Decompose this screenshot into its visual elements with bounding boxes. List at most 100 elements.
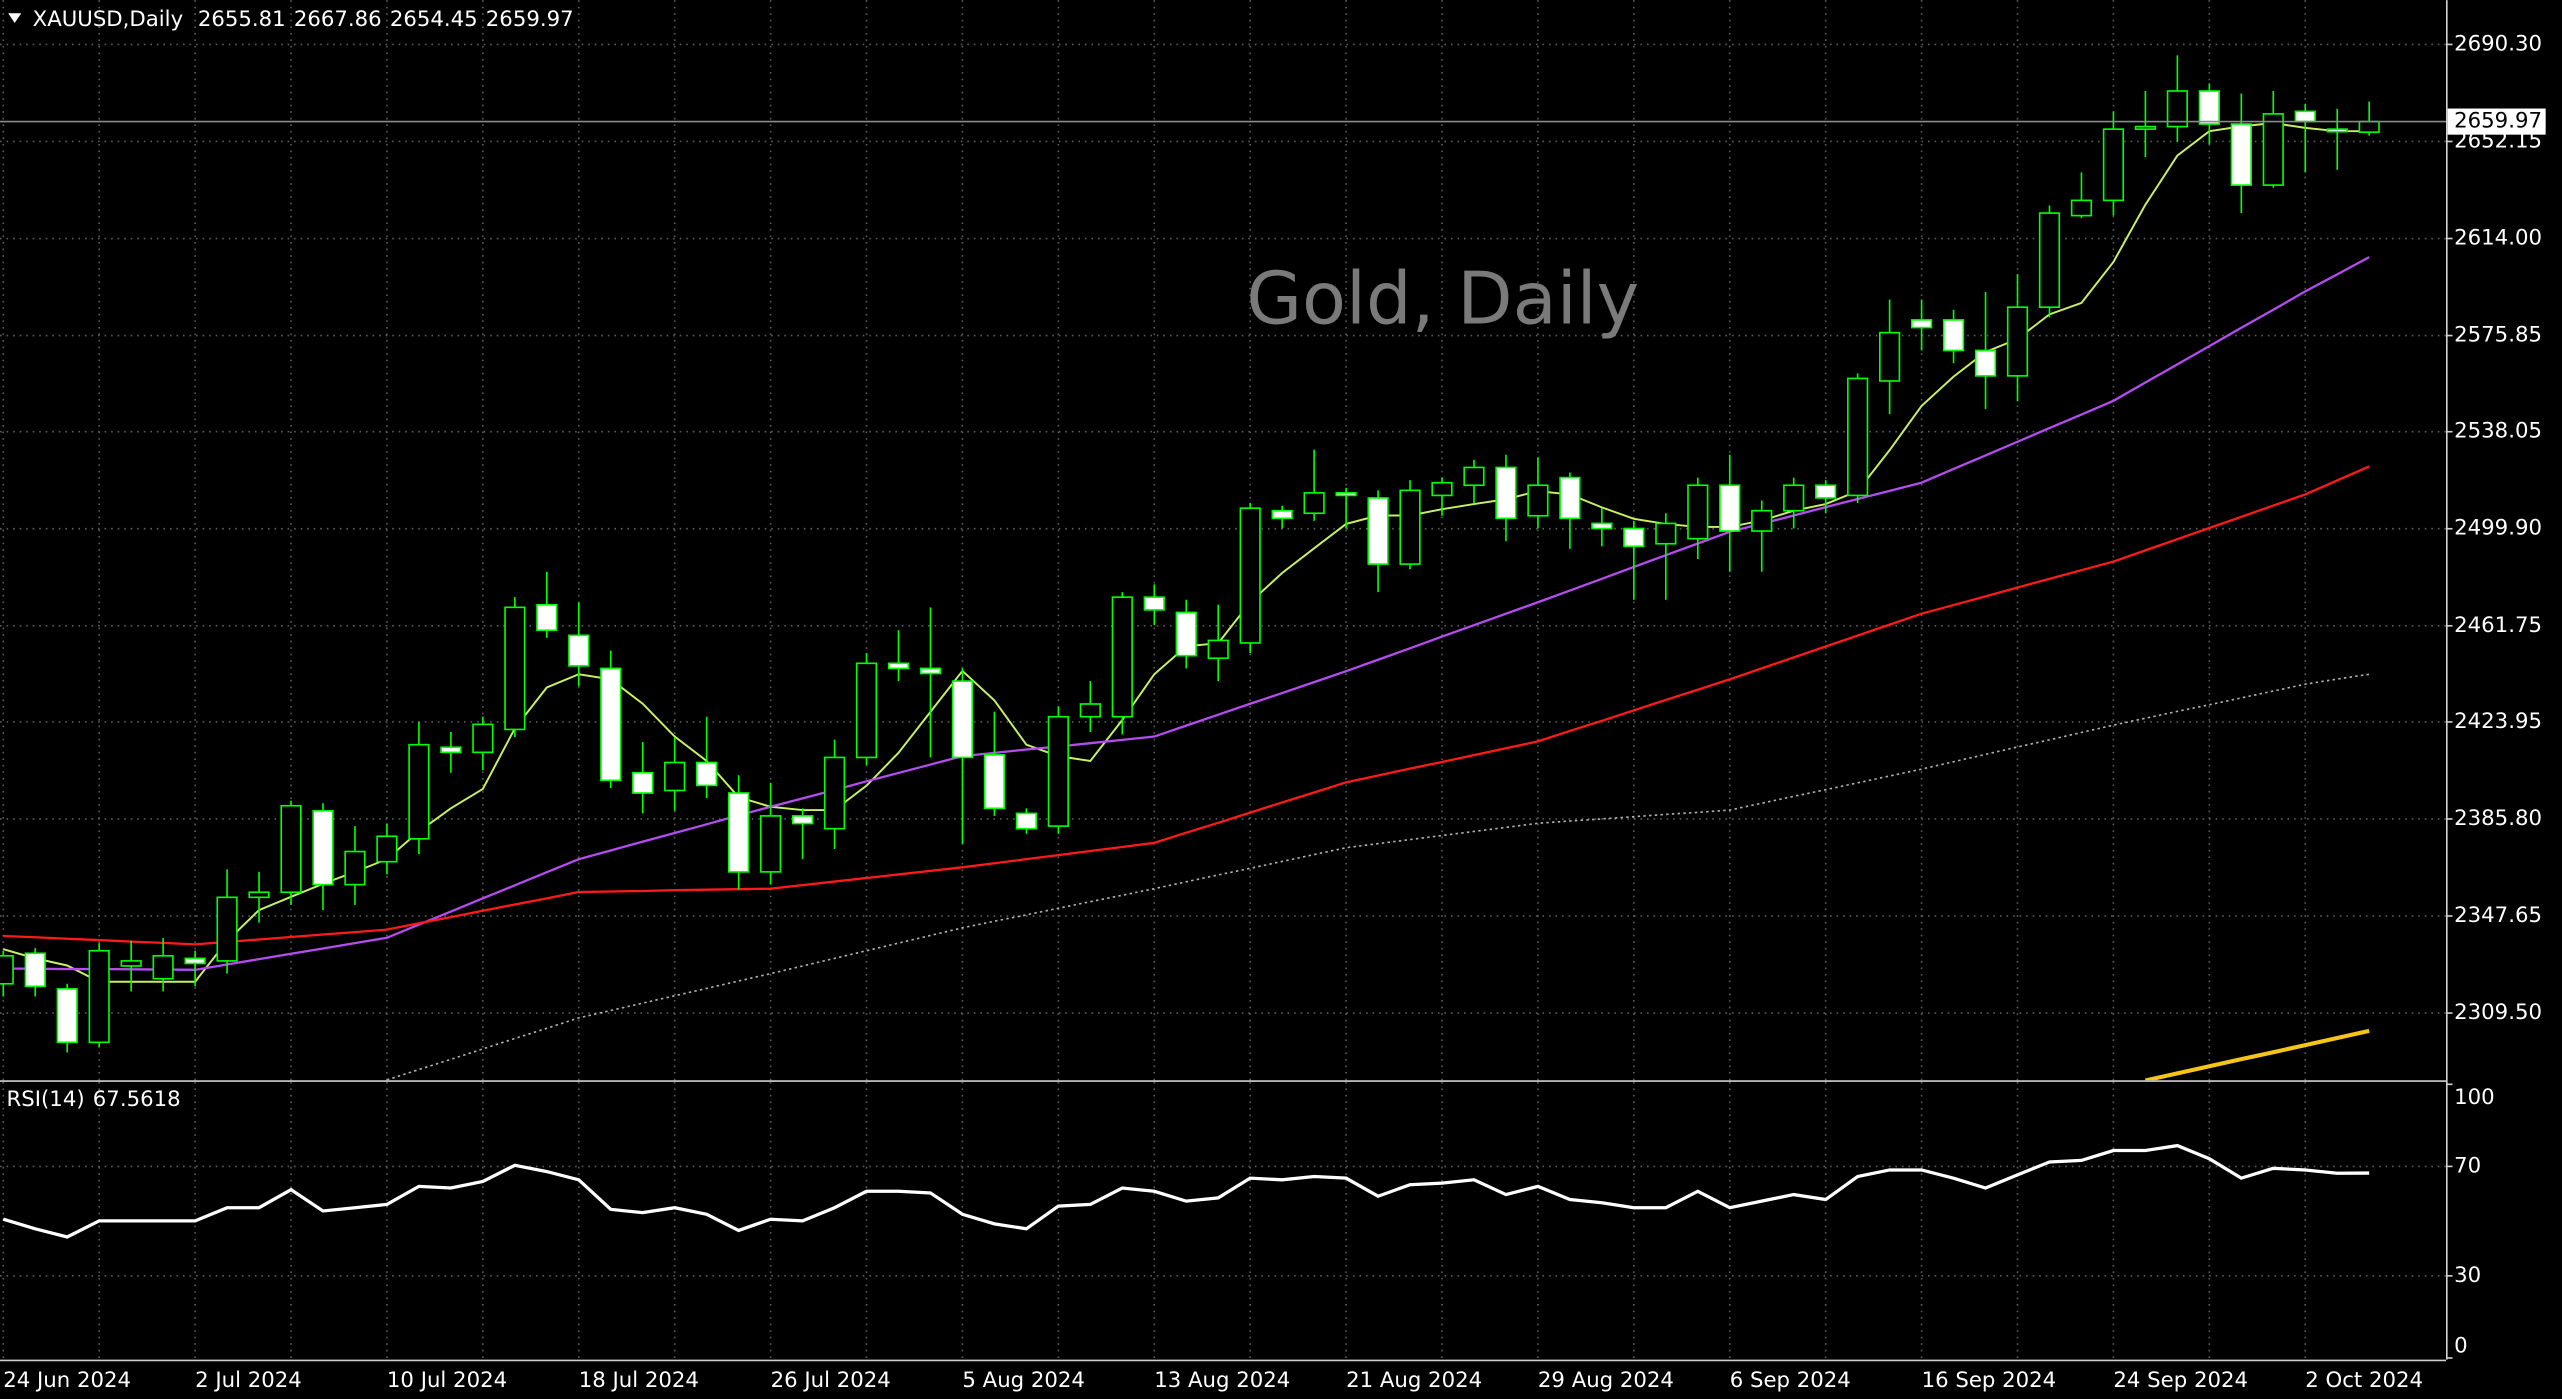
candle-body (1143, 596, 1165, 611)
x-tick-label: 21 Aug 2024 (1346, 1368, 1482, 1393)
candle-body (759, 815, 782, 873)
candle-body (983, 754, 1006, 810)
candle-body (120, 960, 142, 967)
y-tick-label: 2309.50 (2454, 1000, 2542, 1025)
x-tick-label: 6 Sep 2024 (1730, 1368, 1851, 1393)
candle-body (728, 792, 750, 873)
y-tick-label: 2538.05 (2454, 419, 2542, 444)
y-tick-label: 2614.00 (2454, 226, 2542, 251)
y-tick-label: 2499.90 (2454, 516, 2542, 541)
candle-body (1974, 349, 1997, 377)
candle-body (344, 850, 366, 886)
candle-body (632, 771, 654, 794)
candle-body (1303, 492, 1325, 515)
price-tag: 2659.97 (2454, 109, 2542, 134)
candle-body (1847, 377, 1869, 497)
x-tick-label: 24 Jun 2024 (3, 1368, 131, 1393)
close-value: 2659.97 (486, 7, 574, 32)
candle-body (1878, 331, 1901, 382)
candle-body (56, 988, 78, 1044)
candle-body (1079, 703, 1101, 718)
candle-body (1335, 492, 1357, 497)
candle-body (1047, 715, 1069, 827)
candle-body (280, 804, 302, 894)
candle-body (823, 756, 846, 830)
candle-body (1175, 611, 1197, 657)
candle-body (1207, 639, 1229, 660)
moving-average (3, 465, 2370, 946)
candle-body (2166, 90, 2188, 128)
candle-body (1527, 484, 1549, 517)
candle-body (2262, 113, 2284, 186)
rsi-y-tick-label: 30 (2454, 1263, 2481, 1288)
candle-body (951, 680, 974, 759)
candle-body (2358, 120, 2380, 133)
candle-body (1559, 476, 1581, 520)
y-tick-label: 2385.80 (2454, 806, 2542, 831)
candle-body (1591, 522, 1613, 530)
candle-body (1111, 596, 1133, 718)
candle-body (2294, 110, 2316, 123)
open-value: 2655.81 (198, 7, 286, 32)
candle-body (2134, 125, 2157, 130)
price-pane (0, 55, 2446, 1081)
candle-body (536, 603, 558, 632)
candle-body (24, 952, 46, 988)
rsi-line (2, 1143, 2370, 1239)
candle-body (216, 896, 238, 962)
low-value: 2654.45 (390, 7, 478, 32)
candle-body (408, 743, 430, 840)
menu-triangle[interactable] (8, 13, 22, 24)
symbol: XAUUSD,Daily (33, 7, 183, 32)
candle-body (1687, 484, 1709, 540)
candle-body (1783, 484, 1805, 512)
moving-average (2144, 1028, 2370, 1081)
candle-body (1431, 481, 1453, 497)
candle-body (472, 723, 494, 754)
moving-average (386, 673, 2370, 1081)
y-tick-label: 2461.75 (2454, 613, 2542, 638)
moving-average (3, 256, 2370, 971)
y-tick-label: 2575.85 (2454, 323, 2542, 348)
candle-body (1815, 484, 1837, 499)
axes: 24 Jun 2024 2 Jul 2024 10 Jul 2024 18 Jul 2… (3, 31, 2546, 1393)
candle-body (664, 761, 686, 792)
price-tag-box (2447, 108, 2546, 135)
candle-body (1623, 527, 1645, 548)
y-tick-label: 2690.30 (2454, 31, 2542, 56)
candle-body (152, 955, 174, 980)
candle-body (88, 949, 110, 1044)
candle-body (2230, 123, 2252, 186)
rsi-header: RSI(14) 67.5618 (7, 1087, 181, 1112)
header: XAUUSD,Daily 2655.81 2667.86 2654.45 2659.97 (33, 7, 574, 32)
rsi-y-tick-label: 0 (2454, 1334, 2468, 1359)
candle-body (600, 667, 622, 782)
candle-body (2198, 90, 2220, 125)
candle-body (2070, 199, 2093, 217)
candle-body (1463, 466, 1485, 487)
y-tick-label: 2423.95 (2454, 709, 2542, 734)
x-tick-label: 13 Aug 2024 (1154, 1368, 1290, 1393)
candle-body (2102, 128, 2125, 202)
x-tick-label: 10 Jul 2024 (387, 1368, 507, 1393)
x-tick-label: 2 Oct 2024 (2305, 1368, 2423, 1393)
candle-body (312, 810, 334, 886)
high-value: 2667.86 (294, 7, 382, 32)
x-tick-label: 26 Jul 2024 (771, 1368, 891, 1393)
candle-body (0, 955, 14, 985)
candle-body (248, 891, 270, 899)
candle-body (1271, 509, 1293, 520)
candle-body (504, 606, 526, 731)
candle-body (1910, 319, 1933, 329)
candle-body (1495, 466, 1517, 520)
candle-body (1719, 484, 1741, 532)
rsi-pane (2, 1143, 2370, 1239)
x-tick-label: 24 Sep 2024 (2113, 1368, 2248, 1393)
candle-body (1367, 497, 1389, 565)
candle-body (2038, 212, 2061, 309)
candle-body (2326, 128, 2348, 133)
candle-body (791, 815, 814, 825)
x-tick-label: 18 Jul 2024 (579, 1368, 699, 1393)
